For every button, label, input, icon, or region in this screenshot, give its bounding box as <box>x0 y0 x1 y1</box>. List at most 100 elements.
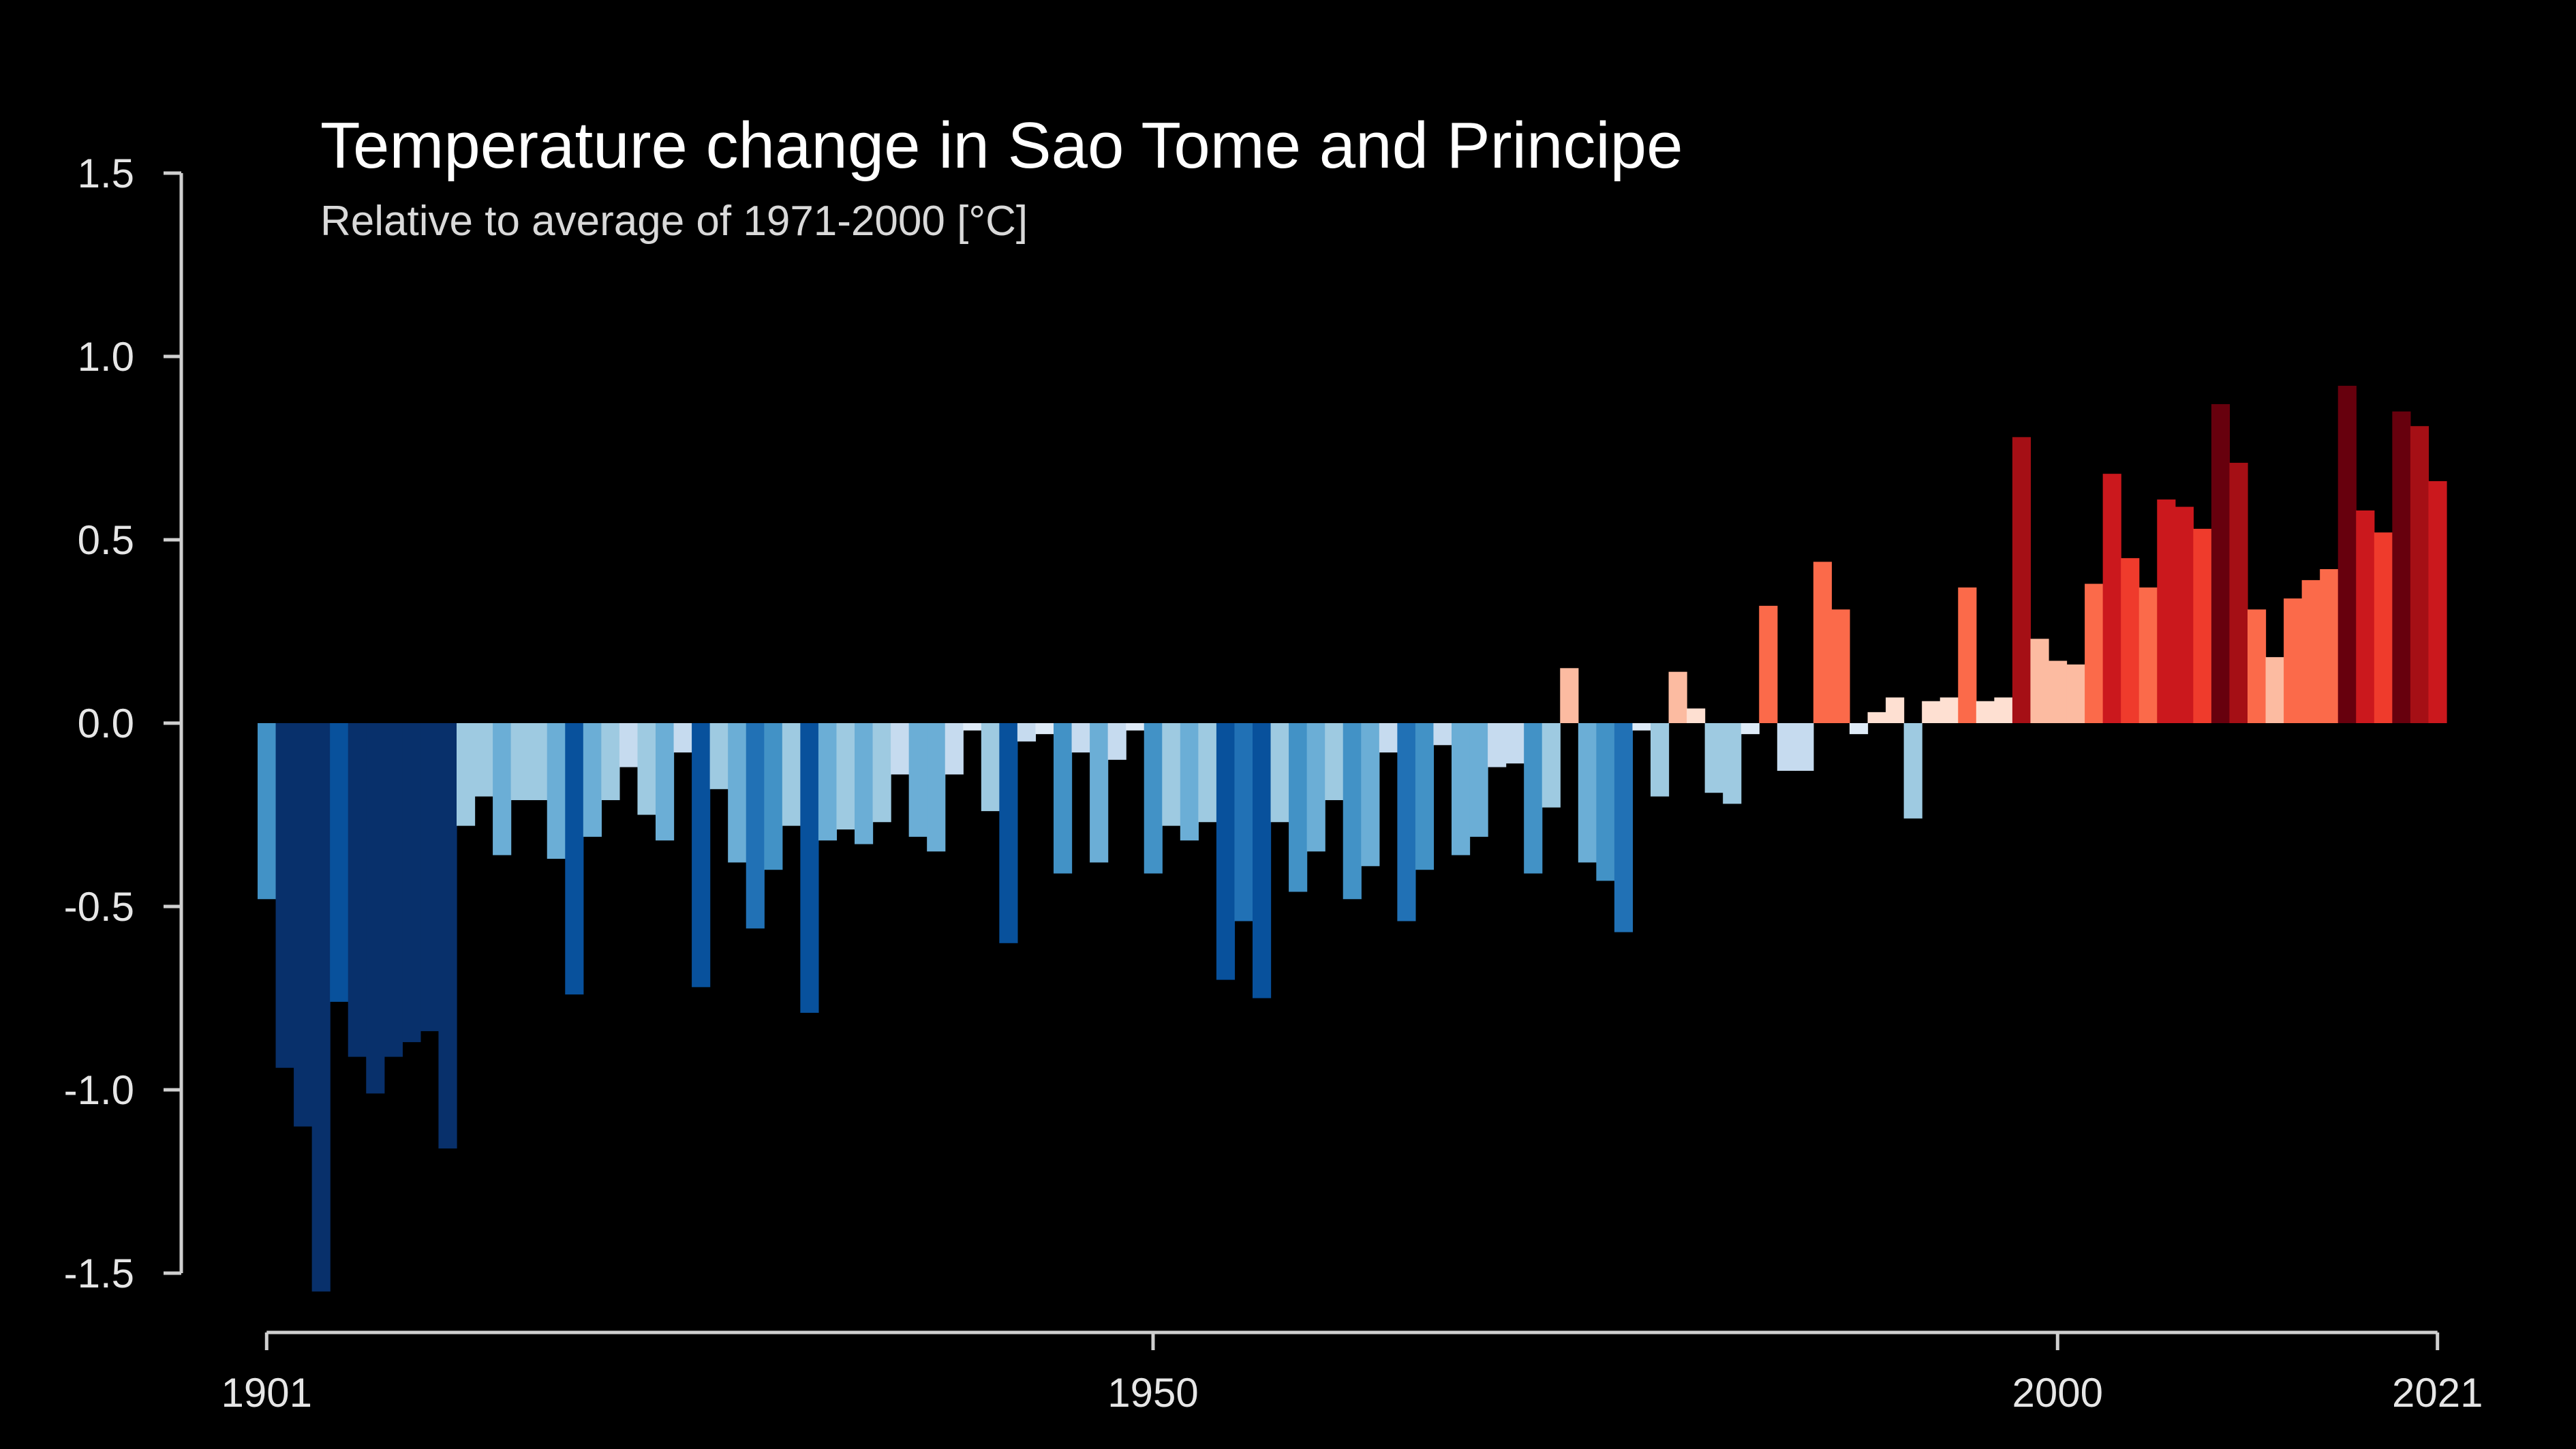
bar-1907 <box>366 723 385 1094</box>
x-tick-label: 2021 <box>2392 1370 2483 1416</box>
bar-1936 <box>891 723 910 775</box>
bar-1982 <box>1723 723 1742 804</box>
x-tick-label: 1950 <box>1107 1370 1198 1416</box>
y-tick-label: 0.5 <box>78 517 134 563</box>
bar-2016 <box>2337 386 2357 723</box>
bar-1990 <box>1867 712 1886 723</box>
bar-2010 <box>2229 463 2248 723</box>
y-tick-label: 1.0 <box>78 334 134 380</box>
bar-1956 <box>1253 723 1272 998</box>
bar-1910 <box>420 723 440 1031</box>
bar-1991 <box>1886 697 1905 723</box>
bar-1909 <box>402 723 421 1043</box>
bar-1992 <box>1903 723 1922 819</box>
bar-1973 <box>1560 668 1579 723</box>
bar-2000 <box>2049 660 2068 723</box>
bar-2005 <box>2138 587 2158 723</box>
bar-1977 <box>1632 723 1651 731</box>
bar-1995 <box>1958 587 1977 723</box>
x-tick-label: 2000 <box>2012 1370 2103 1416</box>
bar-1975 <box>1596 723 1615 881</box>
bar-1963 <box>1379 723 1398 753</box>
bar-2012 <box>2265 657 2284 723</box>
bar-1987 <box>1813 562 1833 723</box>
bar-1923 <box>656 723 675 841</box>
x-tick-label: 1901 <box>221 1370 312 1416</box>
bar-1969 <box>1488 723 1507 767</box>
bar-1970 <box>1505 723 1524 764</box>
bar-1908 <box>384 723 403 1057</box>
bar-1925 <box>692 723 711 988</box>
chart-subtitle: Relative to average of 1971-2000 [°C] <box>320 198 1028 245</box>
bar-1915 <box>510 723 530 800</box>
bar-1937 <box>908 723 927 837</box>
bar-2018 <box>2374 532 2393 723</box>
bar-1976 <box>1614 723 1634 932</box>
bar-1924 <box>673 723 692 753</box>
bar-1962 <box>1361 723 1380 866</box>
bar-1972 <box>1542 723 1561 808</box>
bar-1943 <box>1017 723 1037 742</box>
bar-1994 <box>1939 697 1959 723</box>
bar-1951 <box>1162 723 1181 826</box>
bar-1998 <box>2012 437 2031 723</box>
bar-1922 <box>637 723 656 815</box>
bar-1929 <box>764 723 783 870</box>
bar-2011 <box>2248 609 2267 723</box>
bar-2020 <box>2410 426 2429 723</box>
bar-1948 <box>1107 723 1126 760</box>
bar-1950 <box>1144 723 1163 874</box>
bar-1961 <box>1343 723 1362 900</box>
bar-2008 <box>2193 528 2212 723</box>
bar-1919 <box>583 723 602 837</box>
bar-1942 <box>999 723 1018 943</box>
bar-1997 <box>1994 697 2013 723</box>
bar-2007 <box>2175 506 2194 723</box>
bar-2015 <box>2320 569 2339 723</box>
y-tick-label: -0.5 <box>64 884 134 930</box>
bar-1944 <box>1035 723 1054 735</box>
bar-1989 <box>1850 723 1869 735</box>
bar-2009 <box>2211 403 2230 723</box>
bar-1945 <box>1054 723 1073 874</box>
bar-1921 <box>619 723 639 767</box>
y-tick-label: -1.5 <box>64 1251 134 1296</box>
bar-1940 <box>963 723 982 731</box>
bar-1913 <box>474 723 493 797</box>
bar-1978 <box>1651 723 1670 797</box>
bar-1949 <box>1126 723 1145 731</box>
bar-2021 <box>2428 481 2447 723</box>
bar-1902 <box>275 723 294 1068</box>
bar-2001 <box>2066 664 2085 723</box>
bar-1981 <box>1704 723 1723 793</box>
chart-title: Temperature change in Sao Tome and Princ… <box>320 109 1683 182</box>
bar-1916 <box>529 723 548 800</box>
bar-1931 <box>800 723 819 1013</box>
bar-1984 <box>1759 605 1778 723</box>
bar-1926 <box>709 723 729 789</box>
bar-1983 <box>1741 723 1760 735</box>
bar-1946 <box>1071 723 1090 753</box>
bar-1953 <box>1198 723 1217 823</box>
bar-1939 <box>945 723 964 775</box>
x-axis: 1901 1950 2000 2021 <box>221 1330 2483 1416</box>
bar-1911 <box>438 723 457 1149</box>
bar-1918 <box>565 723 584 995</box>
bar-1960 <box>1325 723 1344 800</box>
bar-1974 <box>1578 723 1597 863</box>
bar-1947 <box>1090 723 1109 863</box>
bar-1905 <box>330 723 349 1002</box>
y-axis: 1.5 1.0 0.5 0.0 -0.5 -1.0 -1.5 <box>64 151 183 1296</box>
bar-1971 <box>1524 723 1543 874</box>
bar-1903 <box>294 723 313 1127</box>
bar-1904 <box>311 723 331 1292</box>
bar-1941 <box>981 723 1000 812</box>
bar-1957 <box>1270 723 1289 823</box>
bar-1935 <box>872 723 891 823</box>
bar-1955 <box>1234 723 1253 921</box>
bar-1933 <box>836 723 855 830</box>
bar-1920 <box>601 723 620 800</box>
bar-2014 <box>2301 580 2320 723</box>
bar-1993 <box>1922 701 1941 723</box>
bar-1917 <box>547 723 566 859</box>
